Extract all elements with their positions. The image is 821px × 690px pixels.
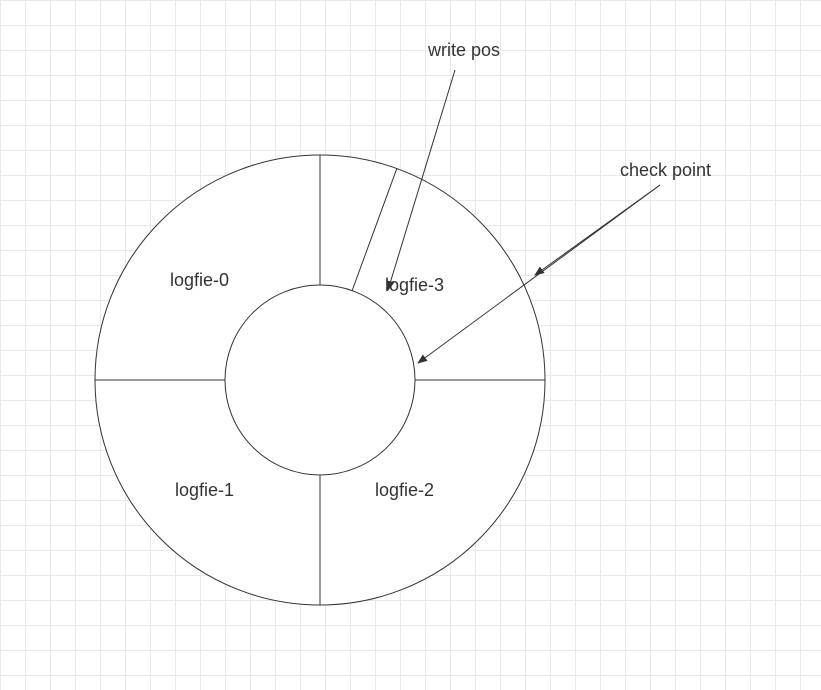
label-write-pos: write pos xyxy=(428,40,500,61)
label-check-point: check point xyxy=(620,160,711,181)
sector-label-1: logfie-1 xyxy=(175,480,234,501)
sector-label-3: logfie-3 xyxy=(385,275,444,296)
sector-label-2: logfie-2 xyxy=(375,480,434,501)
inner-circle xyxy=(225,285,415,475)
sector-label-0: logfie-0 xyxy=(170,270,229,291)
diagram-svg xyxy=(0,0,821,690)
